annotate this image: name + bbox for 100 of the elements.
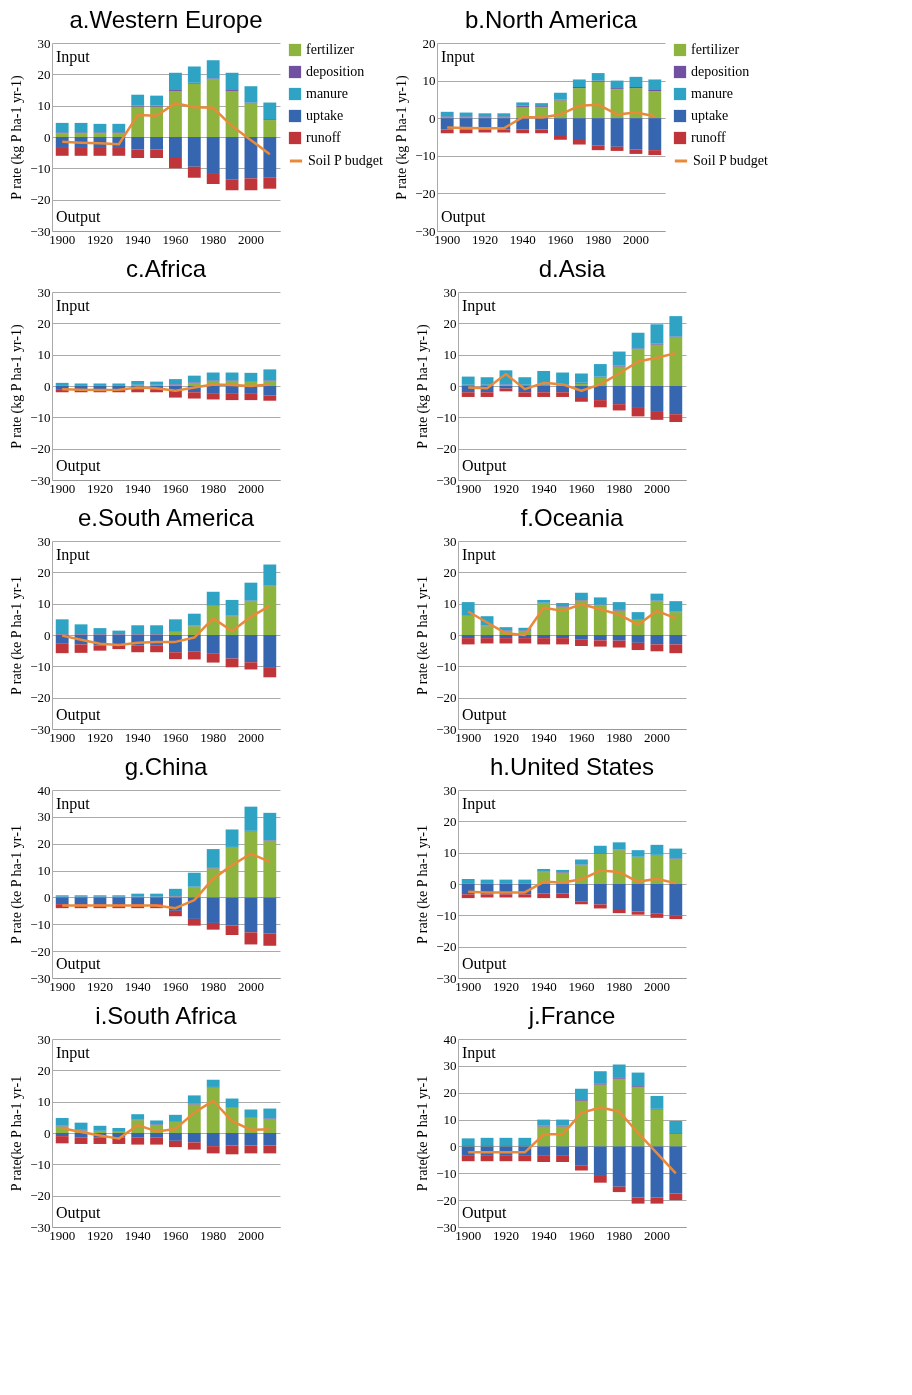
- legend-label: Soil P budget: [308, 153, 384, 168]
- x-tick-label: 1960: [568, 1227, 595, 1243]
- y-tick-label: 10: [37, 347, 51, 363]
- x-tick-label: 1940: [530, 1227, 557, 1243]
- x-tick-label: 2000: [622, 231, 649, 247]
- x-tick-label: 1980: [200, 978, 227, 994]
- annotation: Output: [441, 208, 486, 226]
- x-tick-label: 1920: [86, 231, 113, 247]
- annotation: Input: [56, 297, 91, 315]
- y-axis-title: P rate (kg P ha-1 yr-1): [9, 75, 26, 200]
- x-tick-label: 1920: [471, 231, 498, 247]
- x-tick-label: 1940: [124, 729, 151, 745]
- x-tick-label: 1940: [124, 231, 151, 247]
- y-tick-label: 10: [422, 73, 436, 89]
- annotation: Input: [56, 795, 91, 813]
- y-tick-label: 20: [443, 813, 457, 829]
- x-tick-label: 1920: [492, 978, 519, 994]
- x-tick-label: 1960: [162, 231, 189, 247]
- x-tick-label: 1940: [530, 729, 557, 745]
- y-tick-label: 20: [443, 1085, 457, 1101]
- y-tick-label: 0: [450, 1138, 457, 1154]
- y-tick-label: 10: [37, 98, 51, 114]
- x-tick-label: 2000: [643, 729, 670, 745]
- chart-title: g.China: [124, 753, 209, 780]
- y-tick-label: −30: [415, 223, 436, 239]
- x-tick-label: 1900: [434, 231, 461, 247]
- x-tick-label: 1900: [49, 231, 76, 247]
- legend-label: uptake: [691, 108, 729, 123]
- y-tick-label: −20: [436, 690, 457, 706]
- legend-label: manure: [691, 86, 733, 101]
- chart-title: d.Asia: [538, 255, 606, 282]
- annotation: Output: [462, 1204, 507, 1222]
- y-tick-label: −10: [436, 907, 457, 923]
- y-tick-label: 20: [37, 315, 51, 331]
- chart-title: a.Western Europe: [69, 6, 263, 33]
- x-tick-label: 1900: [49, 1227, 76, 1243]
- y-axis-title: P rate(ke P ha-1 yr-1: [9, 1075, 26, 1192]
- annotation: Output: [56, 706, 101, 724]
- x-tick-label: 2000: [237, 978, 264, 994]
- chart-title: b.North America: [464, 6, 638, 33]
- y-tick-label: 0: [44, 627, 51, 643]
- x-tick-label: 1960: [568, 480, 595, 496]
- y-tick-label: −20: [436, 441, 457, 457]
- chart-title: e.South America: [77, 504, 255, 531]
- y-tick-label: 0: [44, 129, 51, 145]
- annotation: Input: [462, 795, 497, 813]
- y-tick-label: −20: [30, 441, 51, 457]
- x-tick-label: 1900: [455, 729, 482, 745]
- y-tick-label: 30: [443, 1058, 457, 1074]
- y-tick-label: 40: [37, 782, 51, 798]
- y-tick-label: −20: [436, 939, 457, 955]
- y-tick-label: −30: [30, 472, 51, 488]
- y-tick-label: 10: [37, 596, 51, 612]
- y-tick-label: −20: [30, 1188, 51, 1204]
- annotation: Input: [56, 1044, 91, 1062]
- legend-label: uptake: [306, 108, 344, 123]
- annotation: Input: [441, 48, 476, 66]
- y-tick-label: −10: [30, 1156, 51, 1172]
- chart-title: h.United States: [489, 753, 655, 780]
- y-tick-label: 0: [450, 876, 457, 892]
- y-tick-label: −10: [30, 409, 51, 425]
- y-tick-label: −10: [30, 916, 51, 932]
- legend-label: Soil P budget: [693, 153, 769, 168]
- x-tick-label: 2000: [237, 729, 264, 745]
- y-tick-label: 30: [37, 284, 51, 300]
- y-tick-label: 30: [443, 533, 457, 549]
- x-tick-label: 1960: [162, 729, 189, 745]
- x-tick-label: 1960: [568, 729, 595, 745]
- x-tick-label: 1940: [124, 480, 151, 496]
- x-tick-label: 1920: [86, 978, 113, 994]
- y-tick-label: 10: [443, 596, 457, 612]
- chart-title: f.Oceania: [520, 504, 625, 531]
- y-axis-title: P rate(ke P ha-1 yr-1: [415, 1075, 432, 1192]
- chart-title: c.Africa: [125, 255, 207, 282]
- x-tick-label: 1980: [200, 480, 227, 496]
- x-tick-label: 1940: [509, 231, 536, 247]
- y-axis-title: P rate (kg P ha-1 yr-1): [415, 324, 432, 449]
- annotation: Output: [56, 1204, 101, 1222]
- y-tick-label: 10: [443, 845, 457, 861]
- legend-label: deposition: [691, 64, 750, 79]
- y-tick-label: 30: [443, 284, 457, 300]
- x-tick-label: 1980: [606, 729, 633, 745]
- x-tick-label: 1960: [162, 978, 189, 994]
- y-tick-label: −30: [436, 970, 457, 986]
- y-axis-title: P rate (ke P ha-1 yr-1: [9, 825, 26, 944]
- y-tick-label: 0: [450, 627, 457, 643]
- legend-label: manure: [306, 86, 348, 101]
- x-tick-label: 1940: [124, 1227, 151, 1243]
- annotation: Input: [462, 546, 497, 564]
- y-tick-label: 10: [37, 863, 51, 879]
- x-tick-label: 1920: [492, 1227, 519, 1243]
- y-tick-label: 0: [44, 378, 51, 394]
- x-tick-label: 1980: [606, 480, 633, 496]
- y-tick-label: −10: [30, 658, 51, 674]
- annotation: Input: [462, 297, 497, 315]
- y-tick-label: −20: [30, 943, 51, 959]
- annotation: Output: [56, 208, 101, 226]
- y-tick-label: −30: [436, 472, 457, 488]
- y-tick-label: 10: [443, 347, 457, 363]
- x-tick-label: 1940: [124, 978, 151, 994]
